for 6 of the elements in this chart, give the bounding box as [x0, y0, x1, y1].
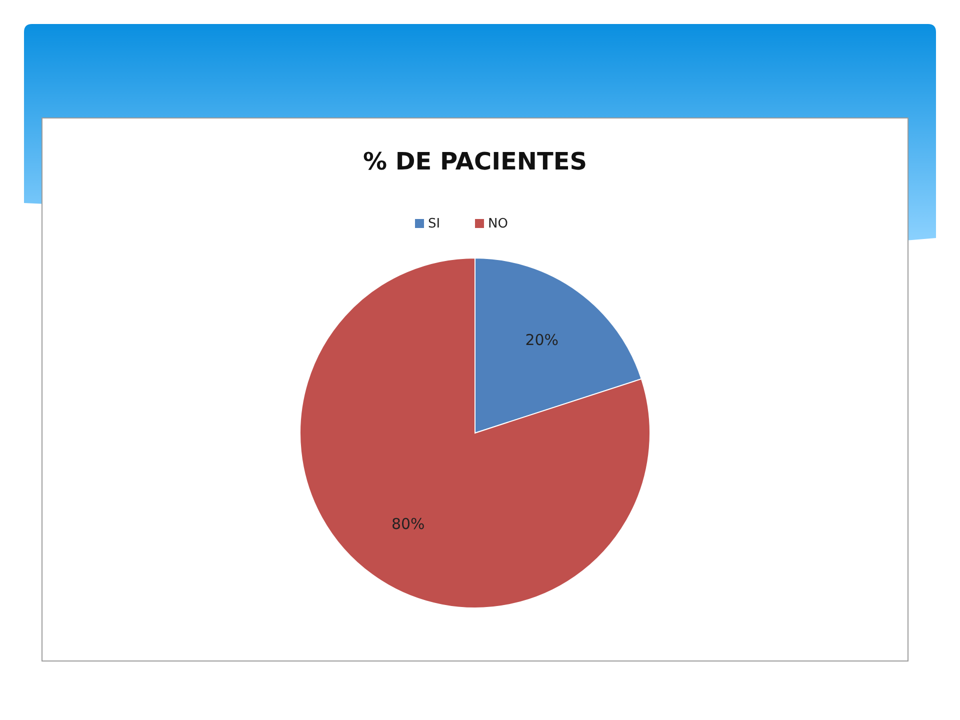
data-label: 80%: [391, 515, 425, 534]
chart-title: % DE PACIENTES: [362, 148, 588, 176]
data-label: 20%: [525, 331, 559, 350]
legend-label: SI: [428, 216, 440, 232]
legend-label: NO: [488, 216, 508, 232]
pie-slice: [300, 258, 650, 608]
